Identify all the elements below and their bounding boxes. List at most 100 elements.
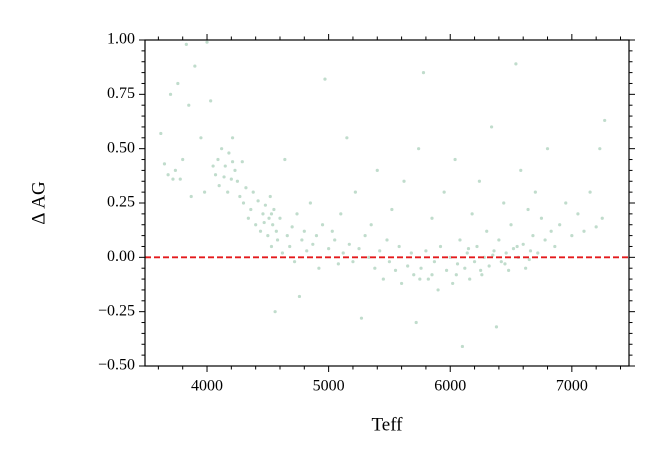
point (235, 179, 240, 183)
point (317, 266, 321, 270)
point (570, 234, 574, 238)
x-axis-title: Teff (371, 414, 403, 435)
point (189, 194, 193, 199)
point (502, 201, 506, 205)
point (598, 147, 602, 151)
point (600, 216, 604, 220)
point (292, 260, 297, 264)
point (273, 310, 277, 314)
point (458, 238, 462, 242)
point (357, 247, 361, 251)
point (514, 62, 518, 66)
plot-frame (144, 39, 630, 367)
point (251, 190, 255, 194)
point (527, 257, 531, 262)
point (421, 71, 426, 75)
point (489, 125, 494, 129)
point (339, 212, 343, 216)
point (519, 168, 523, 172)
point (378, 249, 382, 253)
point (430, 216, 434, 220)
point (536, 251, 540, 255)
point (375, 168, 379, 172)
point (351, 260, 355, 264)
point (274, 229, 278, 233)
point (553, 244, 557, 249)
point (275, 238, 280, 242)
point (268, 194, 272, 199)
point (222, 175, 226, 179)
point (494, 325, 499, 329)
point (406, 264, 410, 268)
point (381, 277, 385, 281)
point (430, 273, 434, 277)
point (455, 262, 460, 266)
point (168, 92, 173, 96)
point (226, 190, 230, 194)
point (254, 223, 258, 227)
point (480, 273, 484, 277)
point (539, 216, 544, 220)
point (412, 273, 416, 277)
point (272, 207, 276, 212)
point (504, 251, 508, 255)
point (385, 238, 389, 242)
point (347, 242, 351, 246)
point (369, 223, 373, 227)
point (451, 281, 455, 286)
point (402, 179, 406, 183)
x-tick-label: 4000 (191, 378, 223, 395)
point (499, 260, 503, 264)
y-axis-title: Δ AG (28, 181, 49, 225)
point (278, 216, 282, 220)
point (244, 186, 248, 190)
point (543, 238, 547, 242)
point (485, 229, 489, 233)
point (558, 223, 562, 227)
point (387, 260, 392, 264)
point (526, 207, 530, 212)
point (503, 262, 507, 266)
point (438, 244, 443, 249)
point (162, 162, 167, 166)
x-tick-label: 5000 (313, 378, 345, 395)
point (187, 103, 191, 107)
point (432, 260, 437, 264)
x-tick-label: 7000 (556, 378, 588, 395)
point (436, 288, 440, 292)
point (333, 238, 337, 242)
point (460, 344, 464, 349)
point (442, 190, 446, 194)
point (363, 234, 367, 238)
point (453, 157, 457, 162)
point (223, 164, 227, 168)
point (246, 216, 250, 220)
point (424, 249, 428, 253)
point (267, 216, 271, 220)
point (531, 234, 535, 238)
point (417, 147, 421, 151)
point (414, 320, 418, 325)
point (492, 249, 496, 253)
point (262, 220, 266, 225)
point (308, 201, 312, 205)
point (399, 281, 404, 286)
point (263, 203, 267, 207)
point (511, 247, 516, 251)
point (515, 244, 519, 249)
point (269, 212, 274, 216)
point (202, 190, 207, 194)
point (345, 136, 349, 140)
point (184, 42, 188, 46)
point (475, 244, 479, 249)
point (178, 177, 182, 181)
point (418, 277, 422, 281)
point (466, 247, 471, 251)
y-tick-label: 0.50 (107, 139, 135, 156)
point (271, 223, 275, 227)
point (220, 147, 224, 151)
point (280, 251, 285, 255)
point (305, 249, 309, 253)
point (487, 264, 491, 268)
